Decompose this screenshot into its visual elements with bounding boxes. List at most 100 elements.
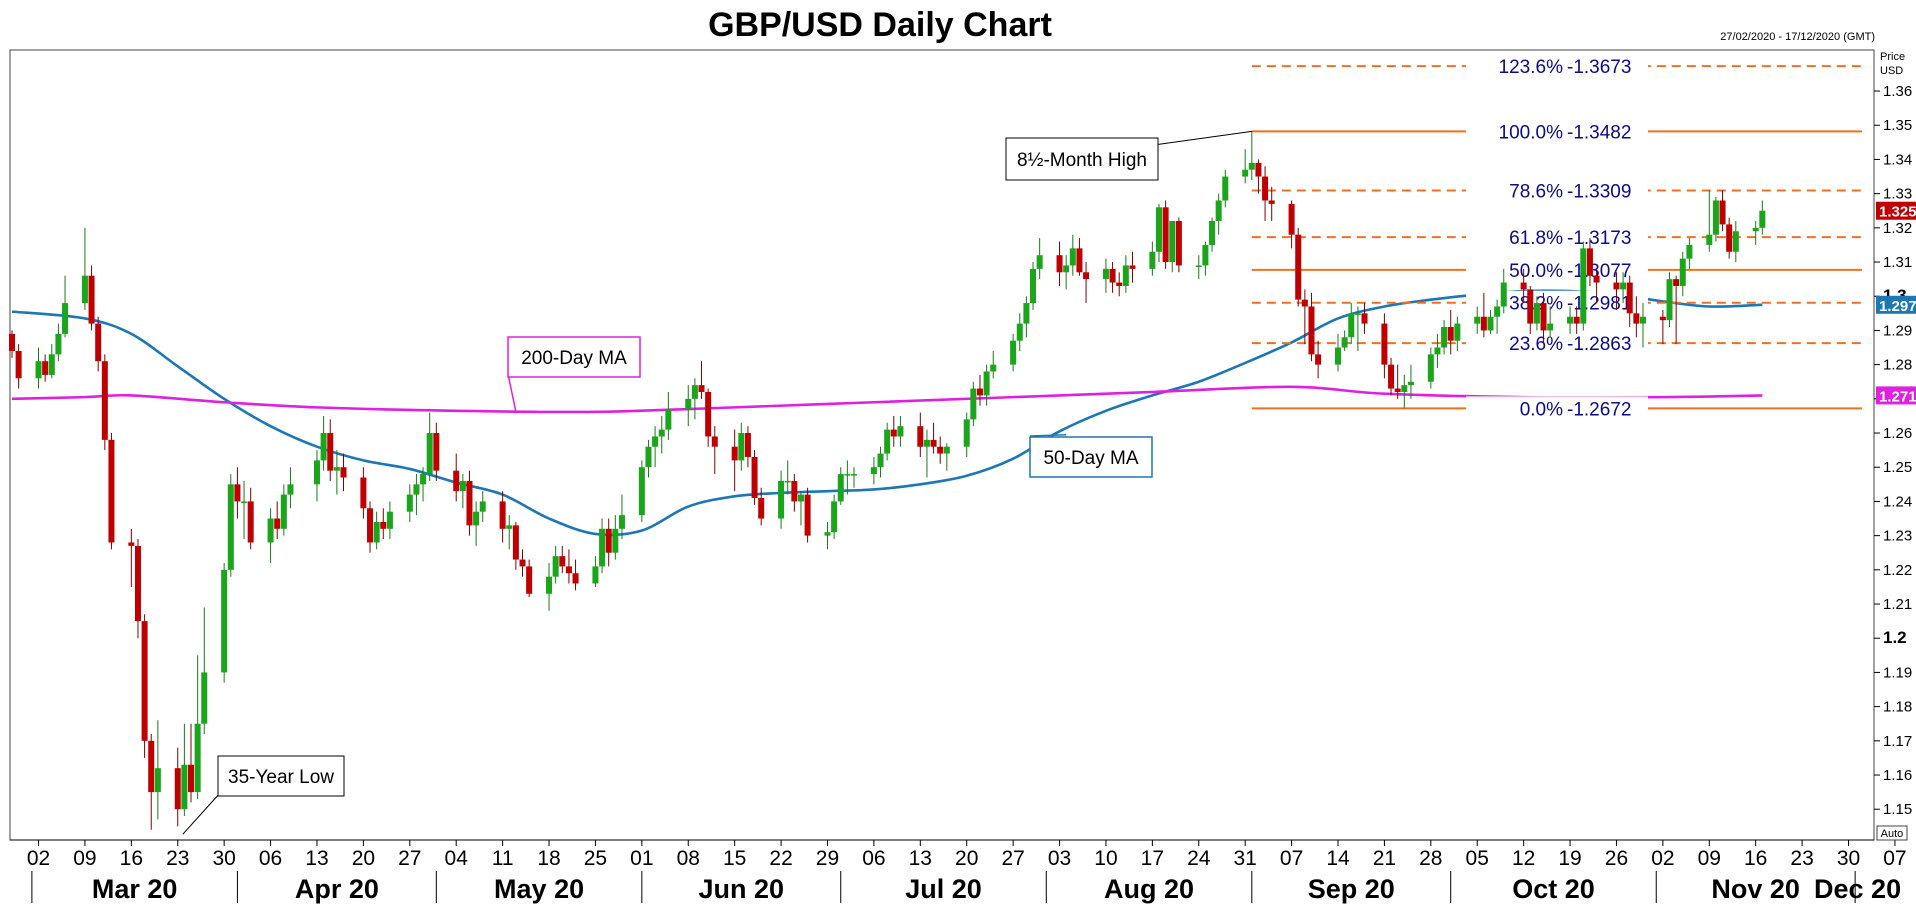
candle-body — [791, 480, 798, 502]
candle-body — [1262, 176, 1269, 201]
y-tick-label: 1.21 — [1883, 596, 1912, 613]
candle-body — [877, 453, 884, 468]
candle-body — [148, 740, 155, 793]
y-tick-label: 1.34 — [1883, 151, 1912, 168]
candle-body — [844, 474, 851, 476]
candle-body — [884, 429, 891, 454]
candle-body — [565, 566, 572, 574]
fib-percent-label: 61.8% — [1509, 228, 1563, 249]
candle-body — [1155, 207, 1162, 252]
candle-body — [1706, 234, 1713, 245]
candle-body — [1295, 234, 1302, 300]
date-range-label: 27/02/2020 - 17/12/2020 (GMT) — [1720, 31, 1875, 43]
candle-body — [1348, 313, 1355, 338]
y-tick-label: 1.36 — [1883, 83, 1912, 100]
price-badge-text: 1.271 — [1879, 388, 1916, 405]
candle-body — [1659, 316, 1666, 321]
month-label: Mar 20 — [92, 874, 178, 904]
fib-label-bg — [1466, 54, 1648, 79]
candle-body — [406, 494, 413, 512]
y-tick-label: 1.15 — [1883, 801, 1912, 818]
x-tick-label: 06 — [259, 847, 282, 870]
candle-body — [1109, 268, 1116, 283]
candle-body — [1063, 265, 1070, 273]
candle-body — [851, 474, 858, 476]
candle-body — [1679, 258, 1686, 286]
fib-percent-label: 123.6% — [1499, 57, 1564, 78]
candle-body — [62, 303, 69, 334]
candle-body — [1613, 282, 1620, 290]
candle-body — [1474, 316, 1481, 324]
candle-body — [519, 559, 526, 567]
candle-body — [1335, 347, 1341, 365]
candle-body — [1169, 220, 1176, 263]
auto-scale-label[interactable]: Auto — [1881, 828, 1904, 840]
x-tick-label: 14 — [1326, 847, 1350, 870]
high-callout-box — [1005, 137, 1159, 181]
candle-body — [870, 467, 877, 475]
y-tick-label: 1.33 — [1883, 186, 1912, 203]
candle-body — [658, 429, 665, 437]
x-tick-label: 21 — [1373, 847, 1396, 870]
candle-body — [128, 542, 135, 546]
x-tick-label: 03 — [1048, 847, 1071, 870]
auto-scale-box[interactable] — [1876, 825, 1908, 841]
candle-body — [1195, 265, 1202, 267]
low-callout-box — [217, 755, 345, 797]
candle-body — [1527, 289, 1534, 324]
candle-body — [605, 528, 612, 553]
x-tick-label: 16 — [1744, 847, 1767, 870]
ma50-callout-box — [1029, 436, 1153, 478]
x-tick-label: 20 — [955, 847, 978, 870]
candle-body — [247, 501, 254, 543]
candle-body — [1222, 176, 1229, 201]
candle-body — [386, 511, 393, 529]
candle-body — [1673, 279, 1680, 286]
candle-body — [181, 764, 188, 810]
candle-body — [420, 474, 427, 485]
candle-body — [48, 354, 55, 375]
x-tick-label: 24 — [1187, 847, 1211, 870]
y-tick-label: 1.23 — [1883, 528, 1912, 545]
candle-body — [705, 391, 712, 437]
candle-body — [42, 361, 49, 375]
candle-body — [559, 556, 566, 567]
x-tick-label: 04 — [445, 847, 469, 870]
candle-body — [360, 477, 367, 509]
chart-title: GBP/USD Daily Chart — [708, 6, 1052, 44]
candle-body — [1162, 207, 1169, 263]
candle-body — [1567, 316, 1574, 324]
fib-value-label: -1.3309 — [1567, 182, 1631, 203]
candle-body — [499, 501, 506, 529]
fib-percent-label: 100.0% — [1499, 122, 1564, 143]
fib-label-bg — [1466, 331, 1648, 356]
candle-body — [546, 576, 553, 594]
fib-label-bg — [1466, 119, 1648, 144]
candle-body — [1633, 313, 1640, 324]
candle-body — [433, 433, 440, 471]
x-tick-label: 18 — [537, 847, 560, 870]
candle-body — [380, 521, 387, 529]
fib-label-bg — [1466, 178, 1648, 203]
candle-body — [466, 480, 473, 526]
candle-body — [685, 398, 692, 410]
ma200-callout-line — [507, 373, 517, 412]
y-tick-label: 1.25 — [1883, 459, 1912, 476]
candle-body — [917, 426, 924, 447]
high-callout-text: 8½-Month High — [1017, 150, 1147, 171]
price-badge — [1876, 295, 1916, 314]
candle-body — [1023, 303, 1030, 324]
candle-body — [970, 388, 977, 420]
candle-body — [1586, 248, 1593, 276]
x-tick-label: 27 — [1001, 847, 1024, 870]
y-tick-label: 1.28 — [1883, 357, 1912, 374]
y-axis: 1.15 1.16 1.17 1.18 1.19 1.2 1.21 1.22 1.23 1.24 1… — [1874, 83, 1916, 818]
candle-body — [1447, 327, 1454, 341]
x-tick-label: 30 — [1837, 847, 1860, 870]
candle-body — [923, 439, 930, 447]
candle-body — [1480, 316, 1487, 331]
x-tick-label: 26 — [1605, 847, 1628, 870]
candle-body — [1242, 169, 1249, 177]
x-tick-label: 15 — [723, 847, 746, 870]
candle-body — [1726, 224, 1733, 252]
